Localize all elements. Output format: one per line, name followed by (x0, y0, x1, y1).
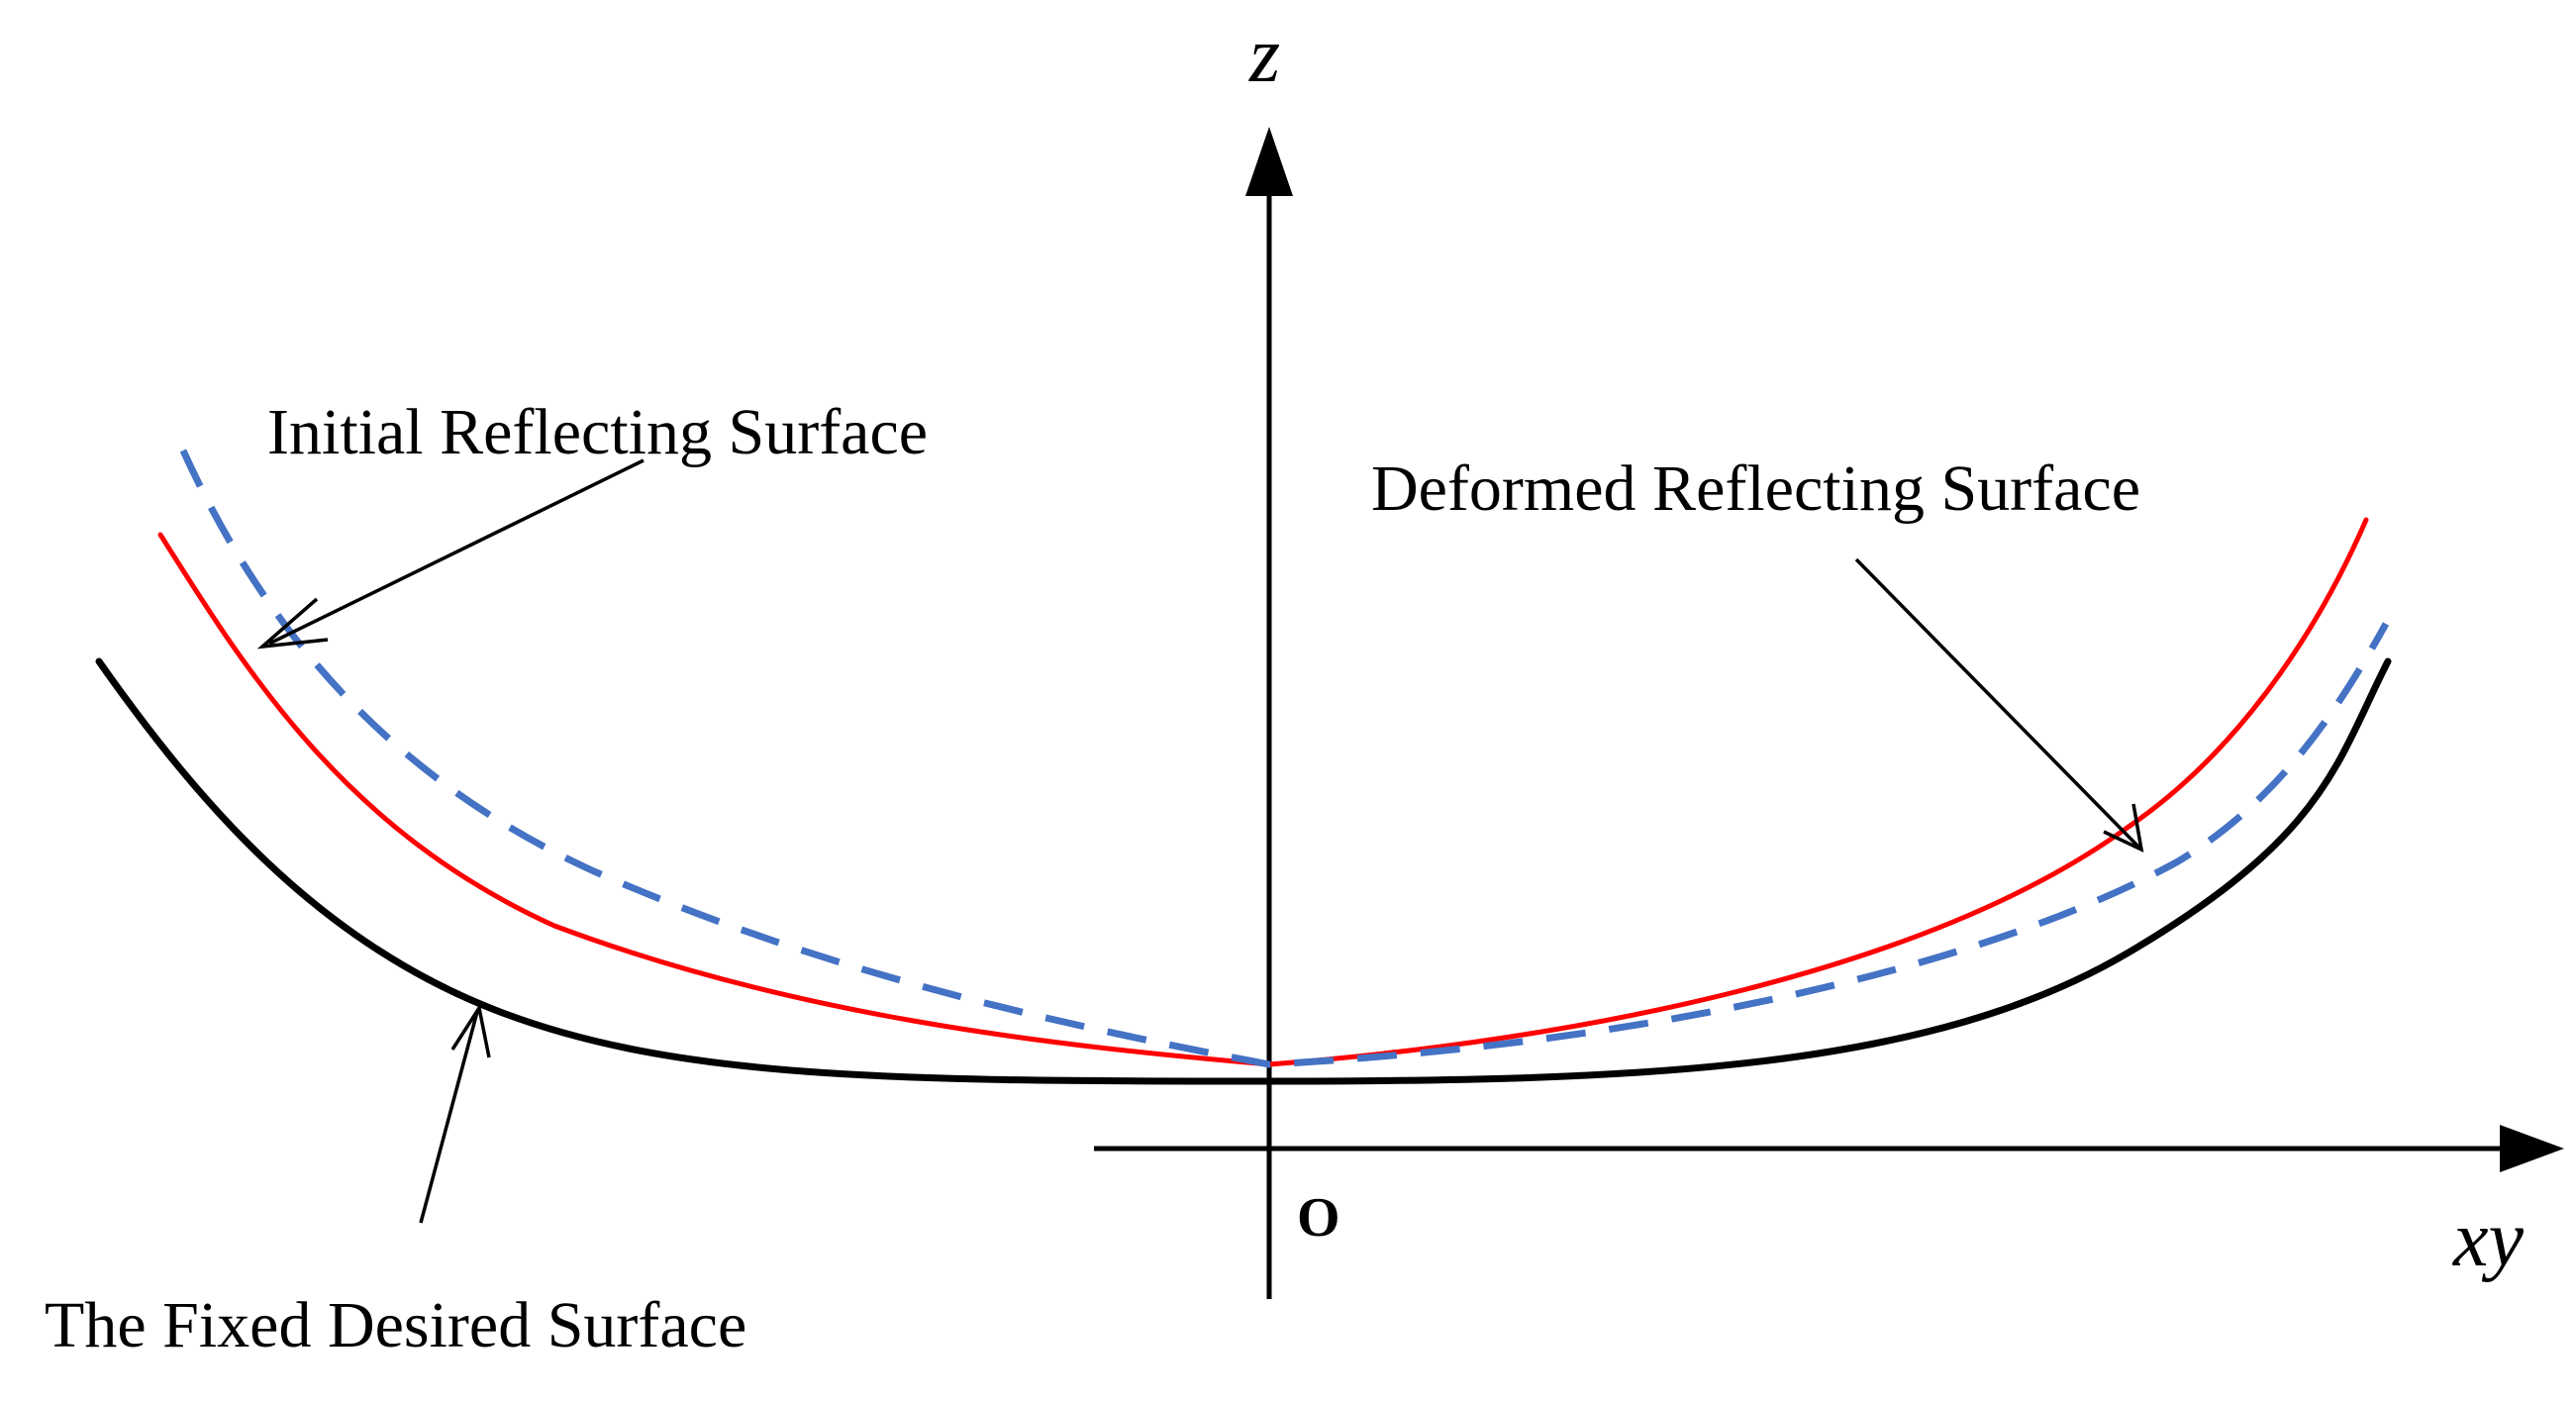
desired-label-pointer-head (450, 1003, 491, 1058)
z-axis-arrowhead (1245, 127, 1293, 196)
desired-surface-curve (95, 657, 2392, 1085)
desired-surface-label: The Fixed Desired Surface (45, 1289, 746, 1361)
xy-axis-label: xy (2452, 1196, 2525, 1283)
deformed-label-pointer-head (2103, 803, 2144, 853)
initial-label-pointer (268, 458, 644, 646)
z-axis-label: z (1248, 12, 1280, 99)
initial-label-pointer-head (256, 597, 329, 650)
initial-surface-curve (179, 449, 2390, 1068)
origin-label: O (1297, 1187, 1340, 1249)
deformed-surface-curve (157, 517, 2369, 1067)
deformed-label-pointer (1854, 557, 2140, 849)
deformed-surface-label: Deformed Reflecting Surface (1371, 452, 2140, 525)
initial-surface-label: Initial Reflecting Surface (267, 396, 928, 468)
xy-axis-arrowhead (2500, 1125, 2564, 1172)
desired-label-pointer (419, 1011, 479, 1224)
